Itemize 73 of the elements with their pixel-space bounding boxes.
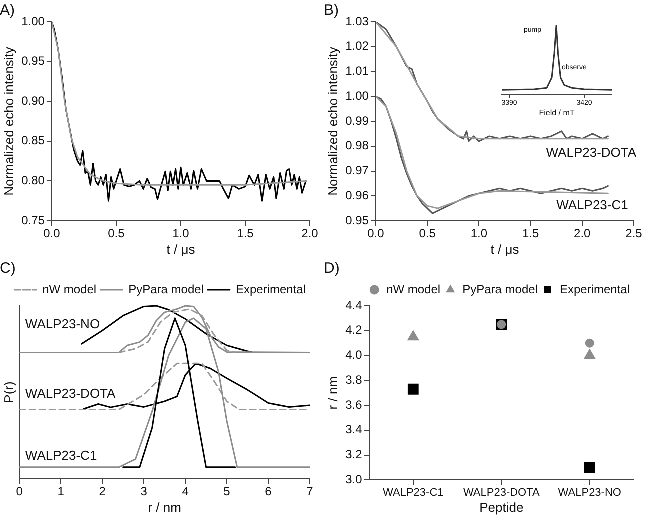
y-axis-title: Normalized echo intensity — [1, 46, 16, 196]
x-tick-label: 4 — [182, 484, 190, 499]
x-tick-label: 3 — [140, 484, 148, 499]
x-axis-title: t / μs — [490, 242, 520, 257]
x-tick-label: 7 — [306, 484, 314, 499]
annotation: WALP23-DOTA — [546, 144, 637, 160]
x-tick-label: 1 — [58, 484, 65, 499]
legend-label: nW model — [42, 282, 97, 296]
x-tick-label: 1.0 — [470, 226, 488, 241]
y-tick-label: 0.95 — [22, 54, 46, 68]
chart-title: C) — [0, 260, 16, 278]
x-tick-label: 2.0 — [574, 226, 592, 241]
x-tick-label: 0 — [16, 484, 24, 499]
x-tick-label: 1.5 — [237, 226, 254, 241]
y-tick-label: 3.4 — [346, 422, 363, 437]
y-tick-label: 4.4 — [346, 298, 363, 312]
x-tick-label: 0.0 — [44, 226, 61, 241]
y-tick-label: 0.85 — [22, 134, 46, 148]
x-tick-label: 1.0 — [172, 226, 190, 241]
y-tick-label: 4.0 — [346, 348, 363, 362]
x-tick-label: WALP23-C1 — [383, 486, 444, 499]
x-tick-label: 1.5 — [522, 226, 540, 241]
x-tick-label: 0.5 — [108, 226, 126, 241]
x-axis-title: r / nm — [148, 500, 182, 515]
x-axis-title: Peptide — [480, 500, 524, 515]
y-axis-title: P(r) — [1, 382, 16, 404]
y-tick-label: 3.2 — [346, 448, 363, 462]
legend-label: PyPara model — [128, 282, 204, 296]
x-axis-title: t / μs — [166, 242, 196, 257]
y-tick-label: 3.0 — [346, 472, 363, 487]
x-tick-label: 6 — [265, 484, 272, 499]
chart-title: A) — [0, 2, 16, 20]
y-tick-label: 4.2 — [346, 323, 363, 338]
x-tick-label: 2 — [99, 484, 106, 499]
x-tick-label: WALP23-NO — [558, 486, 622, 499]
annotation: WALP23-DOTA — [25, 386, 116, 401]
legend-label: nW model — [386, 282, 441, 296]
y-tick-label: 0.90 — [22, 94, 46, 108]
y-tick-label: 0.98 — [346, 138, 370, 153]
annotation: WALP23-NO — [25, 316, 100, 332]
point — [584, 349, 596, 360]
y-axis-title: Normalized echo intensity — [325, 46, 340, 196]
y-tick-label: 0.97 — [346, 164, 370, 178]
legend-label: Experimental — [236, 282, 306, 296]
y-tick-label: 1.01 — [346, 64, 370, 78]
point — [408, 384, 419, 395]
y-tick-label: 0.75 — [22, 213, 46, 228]
x-tick-label: 0.5 — [419, 226, 436, 241]
y-tick-label: 0.80 — [22, 174, 46, 188]
chart-title: B) — [324, 2, 340, 20]
y-tick-label: 3.6 — [346, 398, 363, 412]
y-tick-label: 1.00 — [346, 88, 370, 103]
legend-label: PyPara model — [462, 282, 538, 296]
x-tick-label: 2.5 — [626, 226, 643, 241]
y-tick-label: 0.96 — [346, 188, 370, 202]
annotation: WALP23-C1 — [556, 198, 628, 213]
y-tick-label: 1.00 — [22, 14, 46, 28]
x-tick-label: 5 — [224, 484, 231, 499]
x-tick-label: WALP23-DOTA — [463, 486, 541, 499]
legend-label: Experimental — [560, 282, 630, 296]
chart-title: D) — [324, 260, 340, 278]
y-tick-label: 0.99 — [346, 114, 370, 128]
x-axis-title: Field / mT — [539, 108, 575, 118]
point — [584, 462, 596, 474]
y-tick-label: 1.02 — [346, 39, 370, 54]
point — [408, 330, 420, 341]
x-tick-label: 0.0 — [368, 226, 385, 241]
y-axis-title: r / nm — [325, 376, 340, 410]
annotation: WALP23-C1 — [25, 448, 98, 464]
y-tick-label: 3.8 — [346, 372, 363, 387]
x-tick-label: 2.0 — [302, 226, 319, 241]
y-tick-label: 0.95 — [346, 213, 370, 228]
y-tick-label: 1.03 — [346, 14, 370, 28]
